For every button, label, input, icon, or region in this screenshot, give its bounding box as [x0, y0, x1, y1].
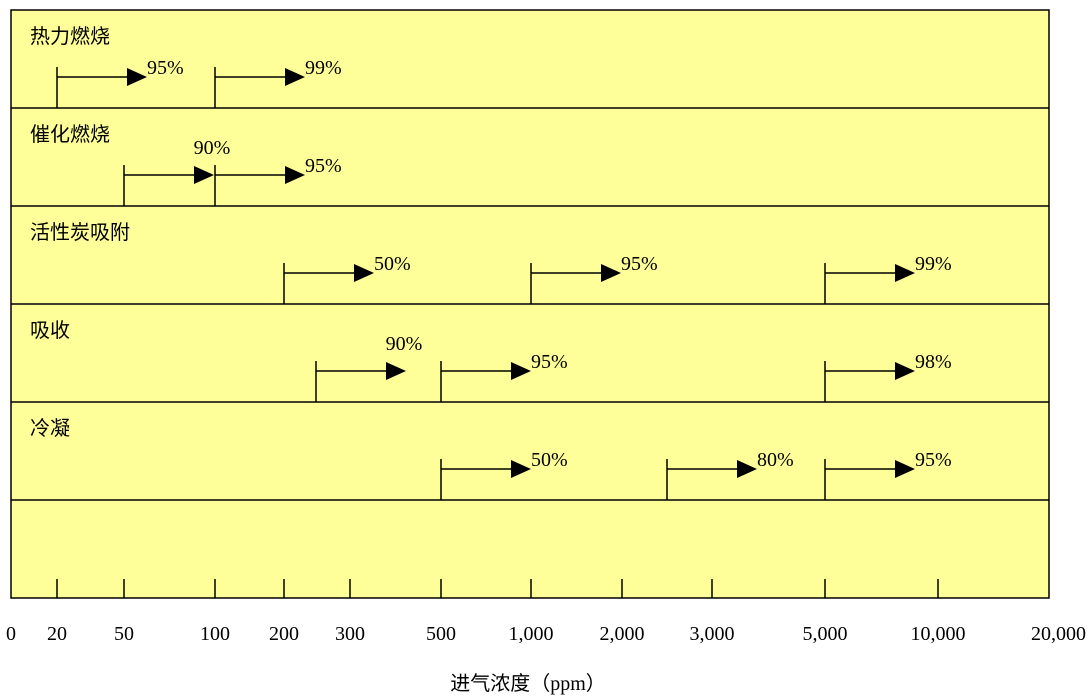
efficiency-arrow: 95%: [440, 351, 568, 402]
x-tick-label: 100: [200, 623, 230, 645]
x-tick-label: 2,000: [600, 623, 645, 645]
row-label: 冷凝: [30, 416, 70, 440]
efficiency-arrow: 90%: [315, 333, 423, 402]
efficiency-arrows: 95% 99% 90% 95% 50% 95% 99% 90% 95% 98% 50% 80% 95%: [56, 57, 952, 500]
arrow-head: [194, 166, 214, 184]
efficiency-label: 95%: [531, 351, 568, 373]
arrow-head: [601, 264, 621, 282]
efficiency-label: 50%: [531, 449, 568, 471]
x-tick-label: 50: [114, 623, 134, 645]
arrow-head: [285, 68, 305, 86]
arrow-head: [895, 362, 915, 380]
efficiency-label: 90%: [194, 137, 231, 159]
arrow-head: [354, 264, 374, 282]
efficiency-arrow: 95%: [214, 155, 342, 206]
x-tick-label: 500: [426, 623, 456, 645]
efficiency-arrow: 99%: [824, 253, 952, 304]
arrow-head: [127, 68, 147, 86]
x-tick-label: 1,000: [509, 623, 554, 645]
efficiency-arrow: 80%: [666, 449, 794, 500]
efficiency-label: 50%: [374, 253, 411, 275]
efficiency-arrow: 98%: [824, 351, 952, 402]
arrow-head: [895, 264, 915, 282]
efficiency-label: 95%: [305, 155, 342, 177]
row-label: 热力燃烧: [30, 24, 110, 48]
x-axis: 0 20 50 100 200 300 500 1,000 2,000 3,000 5,000 10,…: [6, 579, 1086, 645]
efficiency-label: 99%: [915, 253, 952, 275]
arrow-head: [511, 362, 531, 380]
efficiency-label: 98%: [915, 351, 952, 373]
arrow-head: [511, 460, 531, 478]
efficiency-label: 99%: [305, 57, 342, 79]
x-tick-label: 300: [335, 623, 365, 645]
x-tick-label: 5,000: [803, 623, 848, 645]
efficiency-arrow: 50%: [440, 449, 568, 500]
row-label: 催化燃烧: [30, 122, 110, 146]
x-tick-label: 20,000: [1031, 623, 1086, 645]
efficiency-label: 95%: [621, 253, 658, 275]
efficiency-arrow: 95%: [56, 57, 184, 108]
x-tick-label: 3,000: [690, 623, 735, 645]
arrow-head: [386, 362, 406, 380]
efficiency-arrow: 50%: [283, 253, 411, 304]
efficiency-arrow: 99%: [214, 57, 342, 108]
x-axis-label: 进气浓度（ppm）: [450, 672, 606, 695]
efficiency-arrow: 90%: [123, 137, 231, 206]
arrow-head: [737, 460, 757, 478]
row-label: 活性炭吸附: [30, 220, 130, 244]
efficiency-label: 95%: [147, 57, 184, 79]
x-tick-label: 20: [47, 623, 67, 645]
efficiency-label: 95%: [915, 449, 952, 471]
efficiency-arrow: 95%: [530, 253, 658, 304]
x-tick-label: 0: [6, 623, 16, 645]
efficiency-arrow: 95%: [824, 449, 952, 500]
efficiency-label: 90%: [386, 333, 423, 355]
x-tick-label: 10,000: [911, 623, 966, 645]
arrow-head: [285, 166, 305, 184]
arrow-head: [895, 460, 915, 478]
efficiency-label: 80%: [757, 449, 794, 471]
x-tick-label: 200: [269, 623, 299, 645]
row-label: 吸收: [30, 318, 70, 342]
